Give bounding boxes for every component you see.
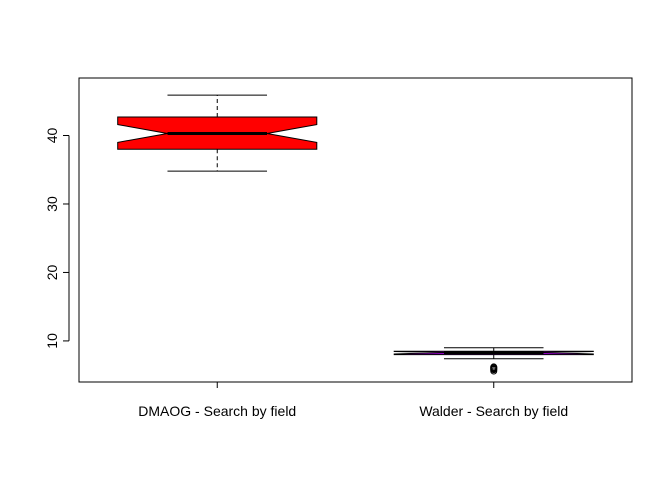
x-category-label-0: DMAOG - Search by field xyxy=(138,403,296,419)
box-0 xyxy=(117,94,318,172)
boxes xyxy=(117,94,594,375)
y-axis: 10 20 30 40 xyxy=(44,128,70,349)
y-tick-label-3: 40 xyxy=(44,128,60,144)
x-axis: DMAOG - Search by field Walder - Search b… xyxy=(138,382,568,419)
y-tick-label-2: 30 xyxy=(44,196,60,212)
plot-frame xyxy=(78,77,633,383)
x-category-label-1: Walder - Search by field xyxy=(419,403,568,419)
outlier-1-5 xyxy=(490,363,498,371)
y-tick-label-1: 20 xyxy=(44,264,60,280)
y-tick-label-0: 10 xyxy=(44,333,60,349)
box-1 xyxy=(393,347,594,375)
